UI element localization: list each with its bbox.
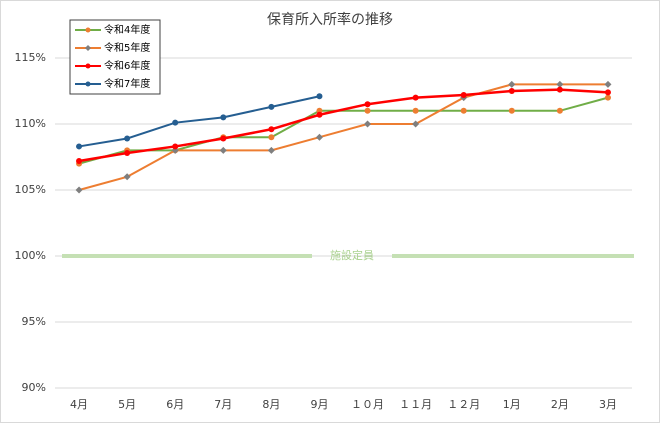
marker (316, 111, 323, 118)
series-line (78, 96, 609, 165)
marker (219, 146, 227, 154)
marker (556, 80, 564, 88)
marker (604, 89, 611, 96)
marker (76, 157, 83, 164)
marker (508, 107, 515, 114)
marker (123, 173, 131, 181)
legend-marker (85, 63, 91, 69)
x-tick-label: 1月 (503, 398, 521, 411)
marker (75, 186, 83, 194)
marker (124, 135, 131, 142)
y-tick-label: 90% (22, 381, 46, 394)
legend-label: 令和7年度 (104, 77, 150, 90)
x-tick-label: １０月 (351, 398, 384, 411)
y-tick-label: 105% (15, 183, 46, 196)
x-tick-label: 8月 (262, 398, 280, 411)
marker (364, 101, 371, 108)
x-tick-label: 2月 (551, 398, 569, 411)
legend-marker (85, 81, 91, 87)
legend-label: 令和6年度 (104, 59, 150, 72)
marker (412, 107, 419, 114)
marker (604, 80, 612, 88)
y-tick-label: 110% (15, 117, 46, 130)
x-tick-label: 9月 (310, 398, 328, 411)
marker (412, 94, 419, 101)
marker (268, 126, 275, 133)
legend-label: 令和4年度 (104, 23, 150, 36)
marker (220, 135, 227, 142)
x-tick-label: 7月 (214, 398, 232, 411)
marker (604, 94, 611, 101)
series-line (78, 95, 320, 148)
y-tick-label: 115% (15, 51, 46, 64)
legend-marker (85, 27, 91, 33)
marker (508, 80, 516, 88)
marker (268, 134, 275, 141)
marker (364, 120, 372, 128)
marker (172, 119, 179, 126)
legend-marker (85, 45, 91, 51)
series-line (78, 83, 608, 191)
x-tick-label: 5月 (118, 398, 136, 411)
marker (315, 133, 323, 141)
marker (412, 120, 420, 128)
marker (460, 107, 467, 114)
marker (508, 88, 515, 94)
y-tick-label: 100% (15, 249, 46, 262)
marker (556, 86, 563, 93)
x-tick-label: １２月 (447, 398, 480, 411)
series-line (78, 88, 609, 163)
x-tick-label: １１月 (399, 398, 432, 411)
marker (267, 146, 275, 154)
marker (220, 114, 227, 121)
y-tick-label: 95% (22, 315, 46, 328)
marker (124, 150, 131, 157)
x-tick-label: 3月 (599, 398, 617, 411)
marker (268, 103, 275, 110)
x-tick-label: 4月 (70, 398, 88, 411)
marker (172, 143, 179, 150)
reference-label: 施設定員 (330, 248, 374, 262)
marker (364, 107, 371, 114)
legend-label: 令和5年度 (104, 41, 150, 54)
x-tick-label: 6月 (166, 398, 184, 411)
marker (556, 107, 563, 114)
marker (316, 93, 323, 100)
legend-box (69, 19, 161, 95)
marker (460, 91, 467, 98)
marker (76, 143, 83, 150)
chart-title: 保育所入所率の推移 (267, 11, 393, 28)
